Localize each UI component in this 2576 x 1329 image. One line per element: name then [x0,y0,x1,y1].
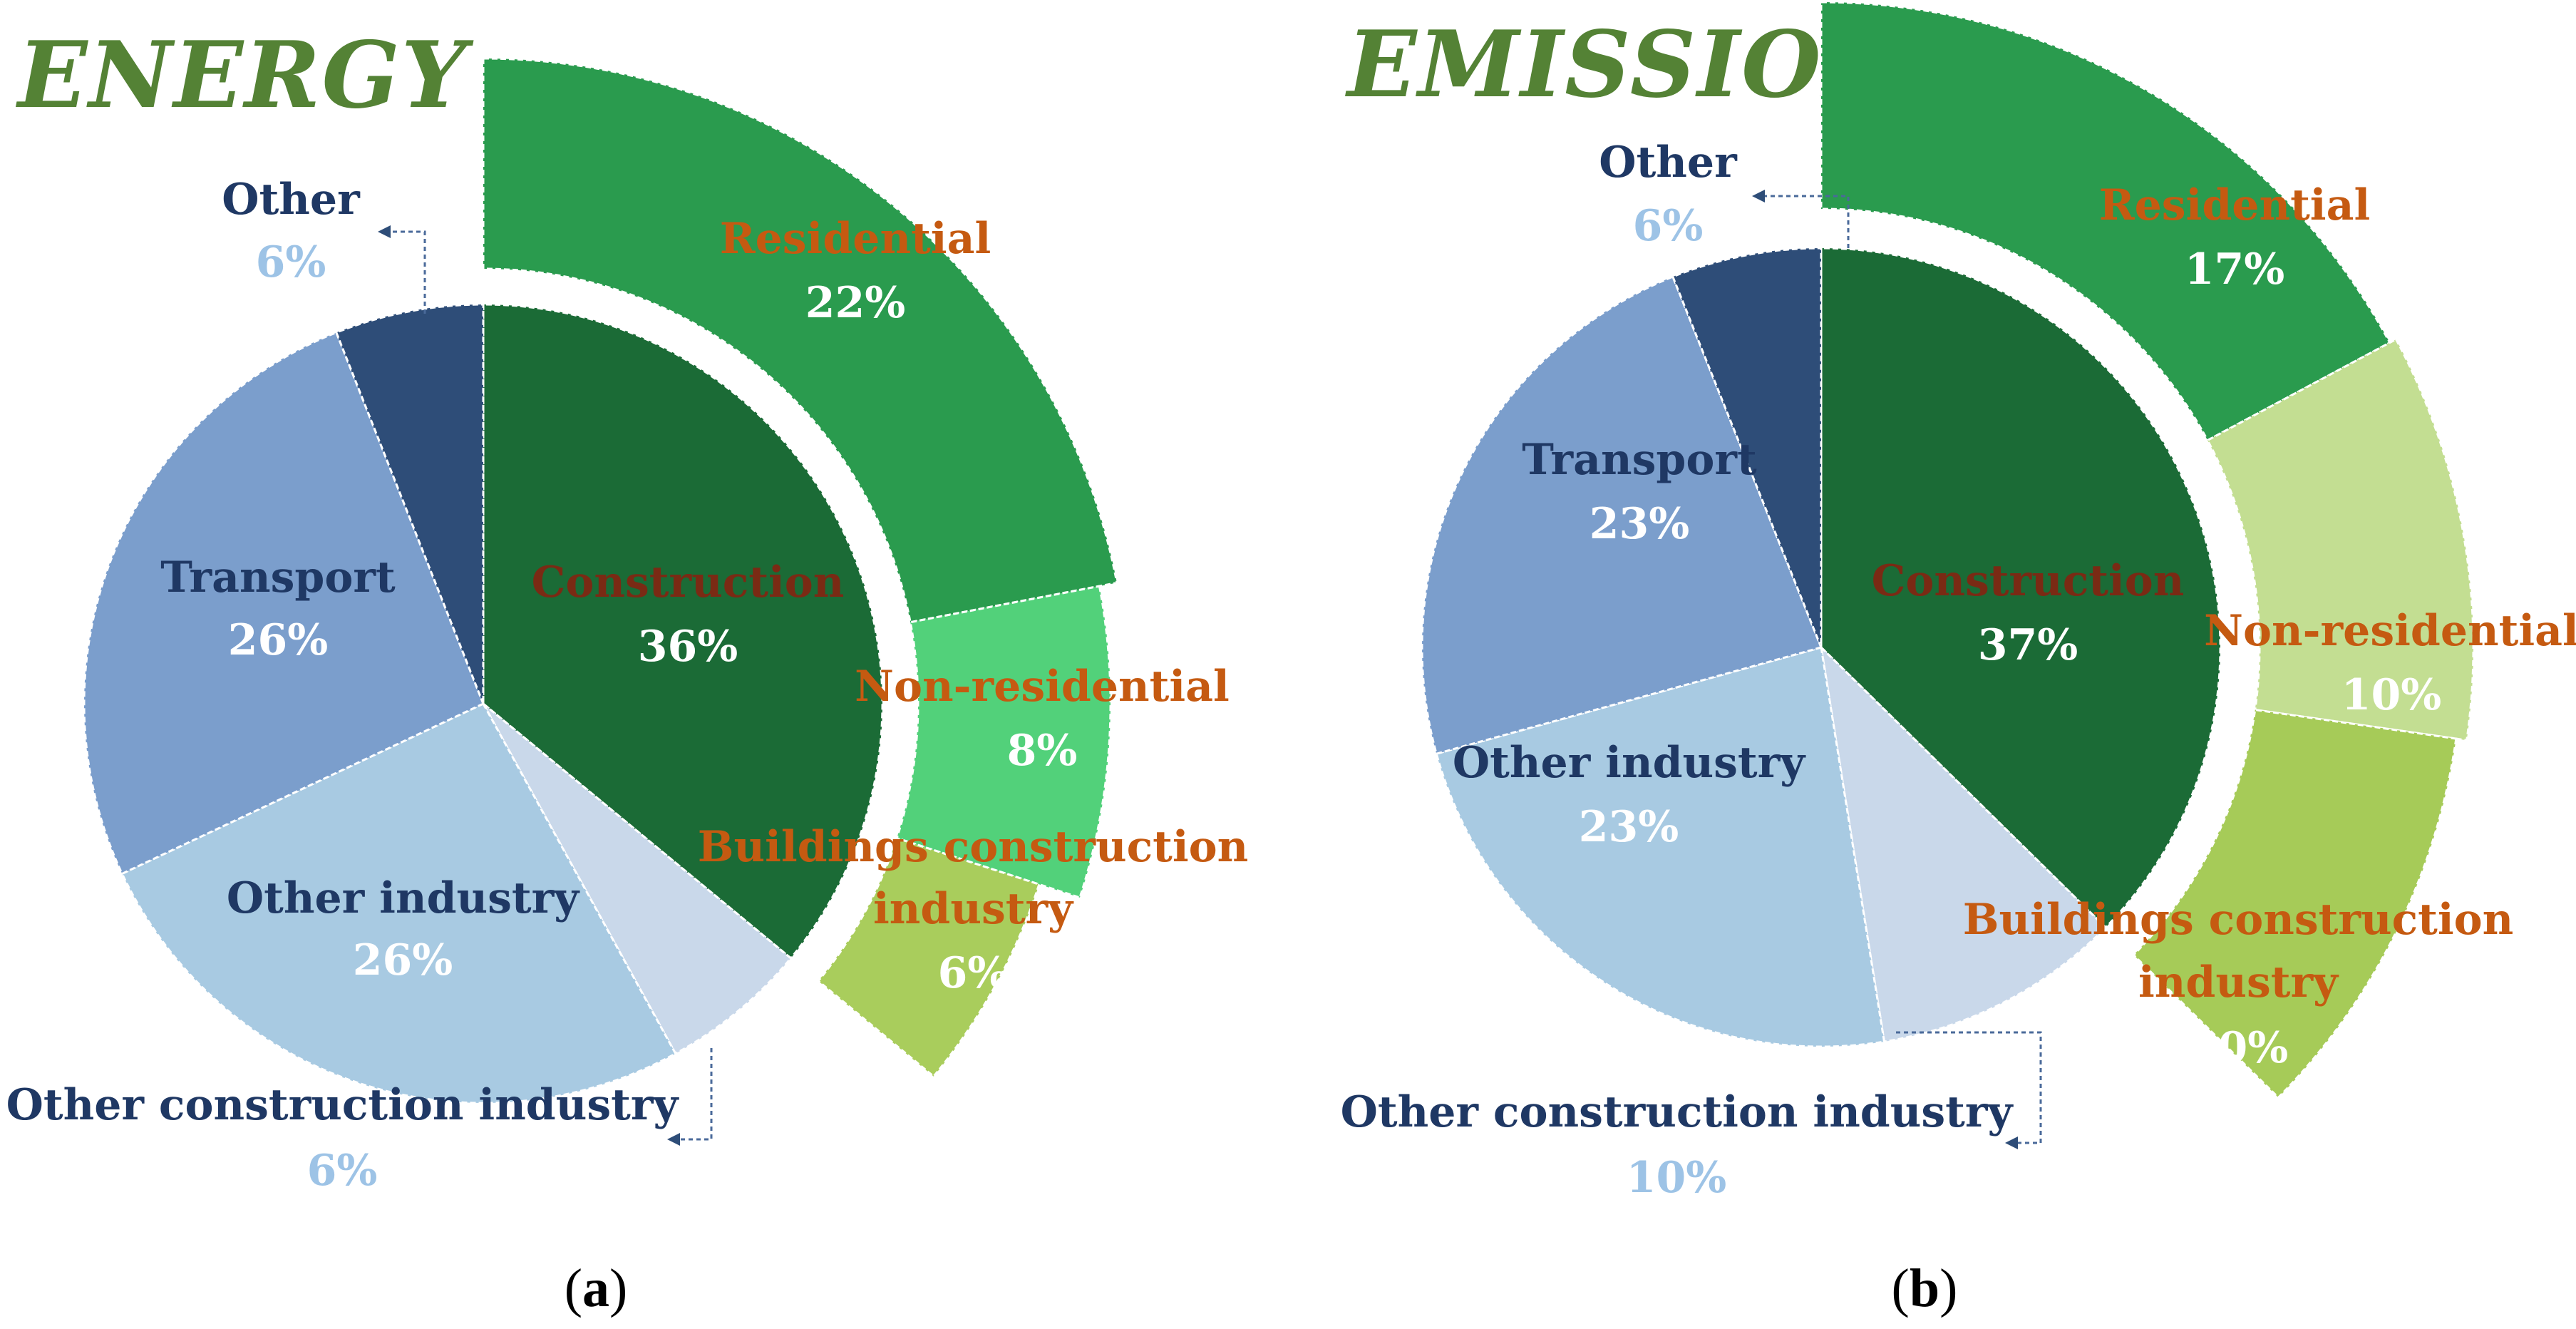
panel-energy: ENERGY Construction 36% Residential 22% … [6,22,1249,1318]
emissions-pie-layer [1421,1,2475,1099]
ring-segment-residential [482,57,1118,624]
arrowhead-other-construction [2005,1136,2018,1149]
slice-label-other-construction: Other construction industry [1341,1087,2014,1137]
chart-title: ENERGY [16,22,474,129]
slice-label-other: Other [1599,138,1738,188]
pie-slice-other-industry [1435,646,1886,1048]
caption-a: (a) [565,1258,628,1318]
slice-value-other-industry: 26% [353,935,453,985]
slice-value-other-industry: 23% [1579,802,1679,852]
caption-b-letter: b [1910,1258,1939,1318]
panel-emissions: EMISSIONS Construction 37% Residential 1… [1341,1,2576,1318]
slice-value-other-construction: 10% [1627,1153,1727,1203]
leader-line-other-construction [1896,1031,2042,1144]
slice-value-residential: 17% [2185,245,2285,294]
slice-label-residential: Residential [720,214,991,264]
ring-segment-residential [1820,1,2391,442]
slice-value-buildings: 10% [2188,1023,2289,1073]
slice-value-residential: 22% [805,278,906,328]
slice-value-non-residential: 8% [1007,726,1078,776]
arrowhead-other [1752,190,1765,202]
pie-slice-transport [1421,275,1823,756]
leader-line-other [1761,195,1850,248]
slice-label-transport: Transport [1522,435,1757,485]
ring-segment-non-residential [895,585,1112,899]
slice-label-buildings-line2: industry [2138,958,2339,1007]
ring-segment-buildings-construction-industry [2132,708,2458,1099]
slice-value-transport: 23% [1590,499,1690,549]
slice-value-non-residential: 10% [2341,670,2442,720]
slice-label-construction: Construction [532,558,845,607]
slice-value-buildings: 6% [938,948,1009,998]
slice-value-transport: 26% [228,615,329,665]
slice-label-non-residential: Non-residential [2204,606,2576,656]
slice-label-construction: Construction [1872,556,2185,606]
leader-line-other [385,230,426,314]
slice-label-non-residential: Non-residential [855,662,1230,712]
slice-label-buildings-line2: industry [873,884,1074,934]
energy-pie-layer [83,57,1118,1104]
slice-value-other-construction: 6% [307,1146,378,1196]
leader-line-other-construction [676,1048,713,1141]
slice-value-other: 6% [1633,201,1704,251]
slice-label-other-construction: Other construction industry [6,1080,680,1130]
slice-label-other-industry: Other industry [227,873,580,923]
arrowhead-other [378,225,391,238]
pie-slice-other-construction-industry [1819,644,2108,1043]
pie-slice-construction [1820,247,2222,929]
slice-label-residential: Residential [2099,180,2371,230]
arrowhead-other-construction [667,1133,680,1146]
pie-slice-transport [83,331,485,876]
ring-segment-non-residential [2206,337,2475,742]
slice-label-buildings-line1: Buildings construction [698,822,1249,872]
slice-value-construction: 36% [638,622,738,672]
slice-label-transport: Transport [160,553,396,602]
pie-slice-other-industry [120,702,677,1104]
slice-value-construction: 37% [1978,620,2078,670]
caption-b: (b) [1892,1258,1958,1318]
slice-label-buildings-line1: Buildings construction [1963,895,2514,945]
pie-slice-other-construction-industry [482,702,793,1055]
slice-label-other: Other [222,175,361,225]
pie-slice-other [1671,247,1823,648]
pie-slice-construction [482,303,884,960]
slice-label-other-industry: Other industry [1453,738,1806,788]
ring-segment-buildings-construction-industry [816,836,1041,1078]
caption-a-letter: a [582,1258,609,1318]
slice-value-other: 6% [256,237,326,287]
pie-slice-other [334,303,485,704]
